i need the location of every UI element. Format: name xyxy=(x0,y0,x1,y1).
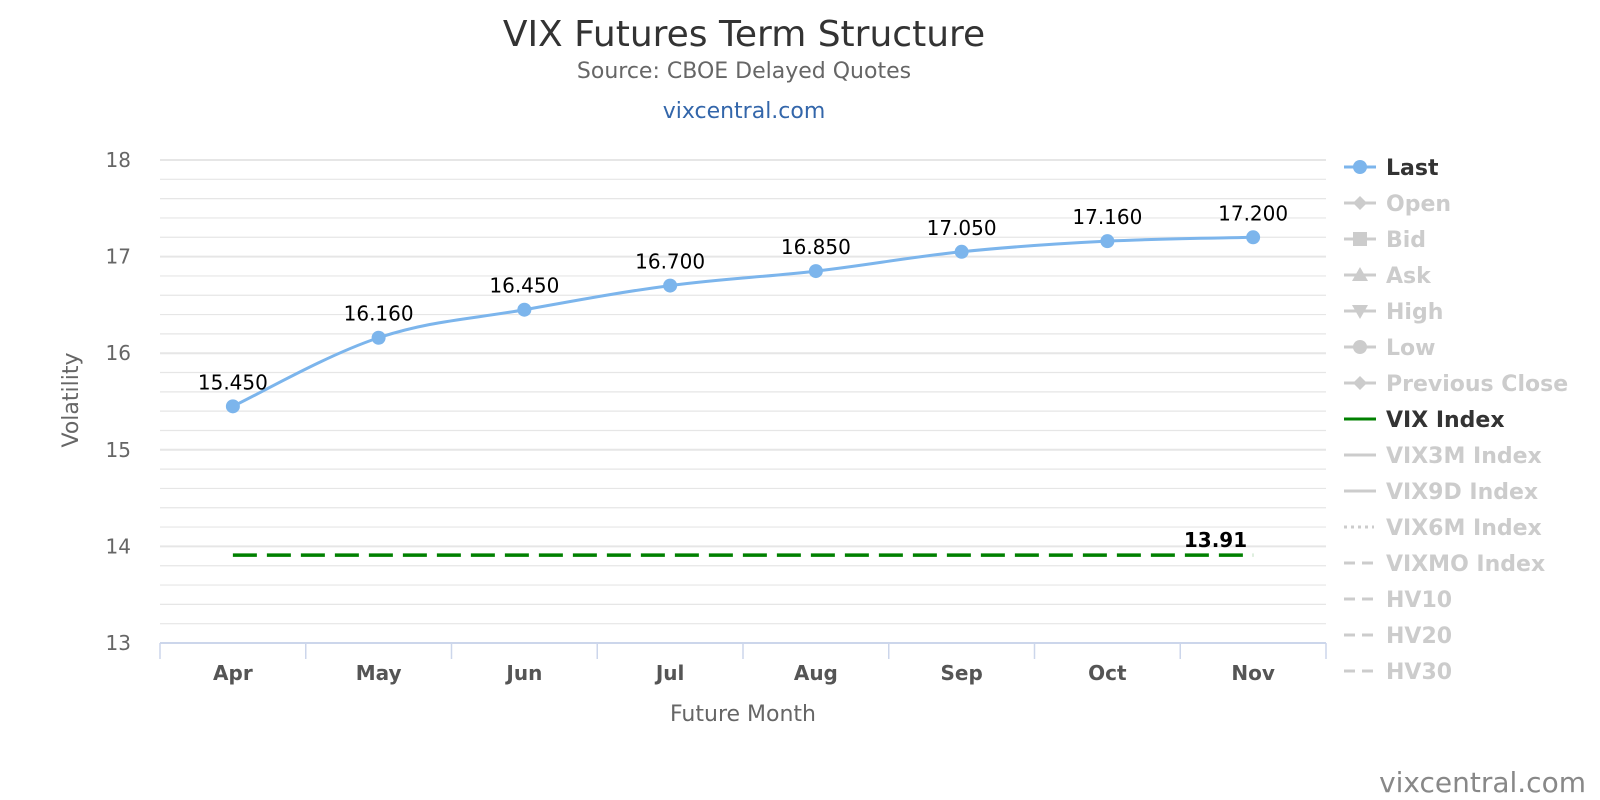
legend-label: VIX3M Index xyxy=(1386,444,1542,469)
legend-label: VIX6M Index xyxy=(1386,516,1542,541)
grid-lines xyxy=(160,159,1326,625)
last-data-label: 16.450 xyxy=(489,274,559,298)
data-labels: 13.91 15.450 16.160 16.450 16.700 16.850 17.05… xyxy=(198,201,1288,552)
y-axis-title: Volatility xyxy=(59,352,84,447)
legend-diamond-icon xyxy=(1353,376,1367,390)
legend-item[interactable]: HV20 xyxy=(1344,624,1452,649)
legend-item[interactable]: VIXMO Index xyxy=(1344,552,1545,577)
y-tick-label: 13 xyxy=(106,631,131,655)
last-data-point[interactable] xyxy=(954,244,969,259)
legend-label: HV30 xyxy=(1386,660,1452,685)
last-data-point[interactable] xyxy=(517,302,532,317)
x-tick-label: Oct xyxy=(1088,661,1127,685)
y-tick-label: 15 xyxy=(106,438,131,462)
legend-item[interactable]: HV30 xyxy=(1344,660,1452,685)
last-series-line xyxy=(232,235,1254,408)
last-data-label: 16.700 xyxy=(635,250,705,274)
x-tick-label: May xyxy=(356,661,402,685)
last-data-point[interactable] xyxy=(808,264,823,279)
source-link[interactable]: vixcentral.com xyxy=(663,99,826,124)
y-tick-label: 16 xyxy=(106,341,131,365)
last-data-point[interactable] xyxy=(371,330,386,345)
legend-label: Previous Close xyxy=(1386,372,1568,397)
legend-label: Bid xyxy=(1386,228,1426,253)
y-tick-label: 17 xyxy=(106,245,131,269)
legend-label: HV10 xyxy=(1386,588,1452,613)
last-data-label: 15.450 xyxy=(198,370,268,394)
x-tick-label: Nov xyxy=(1231,661,1275,685)
legend-label: HV20 xyxy=(1386,624,1452,649)
x-tick-label: Apr xyxy=(213,661,253,685)
legend-item[interactable]: Last xyxy=(1344,156,1439,181)
series-last xyxy=(225,230,1261,414)
last-data-label: 16.160 xyxy=(344,302,414,326)
last-data-label: 17.200 xyxy=(1218,201,1288,225)
last-data-point[interactable] xyxy=(663,278,678,293)
watermark: vixcentral.com xyxy=(1379,766,1586,799)
x-axis-title: Future Month xyxy=(670,702,816,727)
legend-square-icon xyxy=(1353,232,1367,246)
legend-label: High xyxy=(1386,300,1443,325)
legend-label: Ask xyxy=(1386,264,1432,289)
legend-item[interactable]: VIX Index xyxy=(1344,408,1505,433)
legend-circle-icon xyxy=(1353,160,1367,174)
last-data-point[interactable] xyxy=(225,399,240,414)
last-data-label: 16.850 xyxy=(781,235,851,259)
last-data-point[interactable] xyxy=(1100,234,1115,249)
legend-label: VIX Index xyxy=(1386,408,1505,433)
legend-item[interactable]: VIX9D Index xyxy=(1344,480,1538,505)
legend-item[interactable]: Previous Close xyxy=(1344,372,1568,397)
legend-item[interactable]: VIX3M Index xyxy=(1344,444,1542,469)
x-axis: Apr May Jun Jul Aug Sep Oct Nov xyxy=(159,642,1327,685)
legend-item[interactable]: Open xyxy=(1344,192,1451,217)
legend-diamond-icon xyxy=(1353,196,1367,210)
last-data-label: 17.050 xyxy=(927,216,997,240)
legend: Last Open Bid Ask High Low Previous Close VIX I… xyxy=(1344,156,1568,685)
legend-item[interactable]: High xyxy=(1344,300,1443,325)
x-tick-label: Sep xyxy=(940,661,982,685)
chart-title: VIX Futures Term Structure xyxy=(503,14,985,55)
x-tick-label: Aug xyxy=(794,661,838,685)
y-tick-label: 14 xyxy=(106,534,131,558)
x-tick-label: Jun xyxy=(504,661,542,685)
legend-item[interactable]: HV10 xyxy=(1344,588,1452,613)
legend-item[interactable]: VIX6M Index xyxy=(1344,516,1542,541)
legend-item[interactable]: Low xyxy=(1344,336,1435,361)
vix-index-data-label: 13.91 xyxy=(1184,528,1247,552)
legend-triangle-down-icon xyxy=(1352,305,1368,319)
legend-label: VIX9D Index xyxy=(1386,480,1538,505)
x-tick-label: Jul xyxy=(654,661,685,685)
y-axis-ticks: 13 14 15 16 17 18 xyxy=(106,148,131,655)
last-data-label: 17.160 xyxy=(1072,205,1142,229)
legend-label: VIXMO Index xyxy=(1386,552,1545,577)
y-tick-label: 18 xyxy=(106,148,131,172)
legend-label: Last xyxy=(1386,156,1439,181)
legend-label: Open xyxy=(1386,192,1451,217)
legend-label: Low xyxy=(1386,336,1435,361)
last-data-point[interactable] xyxy=(1246,230,1261,245)
legend-item[interactable]: Ask xyxy=(1344,264,1432,289)
chart-subtitle: Source: CBOE Delayed Quotes xyxy=(577,59,911,84)
legend-item[interactable]: Bid xyxy=(1344,228,1426,253)
legend-triangle-icon xyxy=(1352,267,1368,281)
legend-circle-icon xyxy=(1353,340,1367,354)
